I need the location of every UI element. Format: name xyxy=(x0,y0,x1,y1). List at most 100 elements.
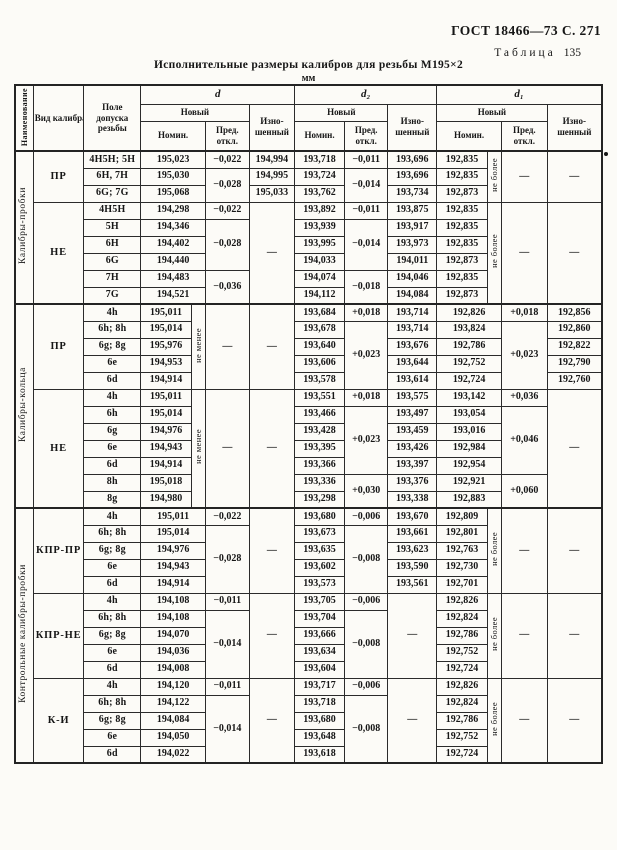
value-cell: — xyxy=(248,388,296,509)
section-label: Калибры-пробки xyxy=(14,150,34,305)
column-header-nominal-d2: Номин. xyxy=(294,120,345,152)
tolerance-zone-cell: 8h xyxy=(83,473,142,492)
table-row: НЕ 4H5H 194,298 −0,022—193,892 −0,011 193,875… xyxy=(15,201,603,305)
value-cell: 193,459 xyxy=(387,422,438,441)
column-header-deviation-d1: Пред. откл. xyxy=(501,120,548,152)
column-header-tolerance: Поле допуска резьбы xyxy=(83,84,142,152)
tolerance-zone-cell: 7G xyxy=(83,286,142,305)
value-cell: 193,561 xyxy=(387,575,438,594)
gost-standard-number: ГОСТ 18466—73 С. 271 xyxy=(451,23,601,38)
table-row: 8h 195,018 193,336 +0,030 193,376 192,921 +0,0… xyxy=(15,473,602,509)
value-cell: 193,875 xyxy=(387,201,438,220)
tolerance-zone-cell: 6d xyxy=(83,456,142,475)
value-cell: 192,954 xyxy=(436,456,502,475)
value-cell: −0,011 xyxy=(205,592,250,611)
value-cell: 192,724 xyxy=(436,371,502,390)
column-header-name-text: Наименование xyxy=(19,87,29,146)
value-cell: 193,718 xyxy=(294,694,345,713)
tolerance-zone-cell: 6e xyxy=(83,643,142,662)
value-cell: +0,023 xyxy=(343,320,389,390)
value-cell: −0,022 xyxy=(205,150,250,169)
column-header-nominal-d1: Номин. xyxy=(436,120,502,152)
value-cell: −0,028 xyxy=(205,167,250,203)
value-cell: 195,014 xyxy=(140,524,207,543)
value-cell: −0,014 xyxy=(205,609,250,679)
column-header-worn-d1: Изно­шенный xyxy=(546,103,603,152)
value-cell: 193,573 xyxy=(294,575,345,594)
value-cell: 192,824 xyxy=(436,609,488,628)
value-cell: +0,018 xyxy=(343,388,389,407)
value-cell: 193,606 xyxy=(294,354,345,373)
value-cell: — xyxy=(501,677,548,764)
value-cell: 193,718 xyxy=(294,150,345,169)
value-cell: 192,873 xyxy=(436,252,488,271)
value-cell: 195,011 xyxy=(140,507,207,526)
value-cell: 192,786 xyxy=(436,626,488,645)
value-cell: 192,763 xyxy=(436,541,488,560)
table-caption: Таблица 135 xyxy=(494,47,581,59)
value-cell: 195,018 xyxy=(140,473,192,492)
tolerance-zone-cell: 6H, 7H xyxy=(83,167,142,186)
value-cell: 192,752 xyxy=(436,643,488,662)
tolerance-zone-cell: 6h; 8h xyxy=(83,320,142,339)
value-cell: 194,036 xyxy=(140,643,207,662)
value-cell: 193,640 xyxy=(294,337,345,356)
value-cell: 193,939 xyxy=(294,218,345,237)
value-cell: 193,618 xyxy=(294,745,345,764)
value-cell: 193,666 xyxy=(294,626,345,645)
tolerance-zone-cell: 4h xyxy=(83,592,142,611)
tolerance-zone-cell: 6G; 7G xyxy=(83,184,142,203)
tolerance-zone-cell: 6h; 8h xyxy=(83,609,142,628)
column-header-deviation-d2: Пред. откл. xyxy=(343,120,389,152)
table-row: 6e 194,036 193,634 192,752 xyxy=(15,643,602,662)
value-cell: — xyxy=(205,303,250,390)
tolerance-zone-cell: 6e xyxy=(83,728,142,747)
value-cell: — xyxy=(248,303,296,390)
value-cell: 194,483 xyxy=(140,269,207,288)
table-row: 6d 194,914 193,573 193,561 192,701 xyxy=(15,575,602,594)
value-cell: 193,635 xyxy=(294,541,345,560)
value-cell: 192,730 xyxy=(436,558,488,577)
value-cell: 192,822 xyxy=(546,337,603,356)
value-cell: 193,734 xyxy=(387,184,438,203)
value-cell: 194,011 xyxy=(387,252,438,271)
value-cell: 193,551 xyxy=(294,388,345,407)
value-cell: 193,426 xyxy=(387,439,438,458)
gauge-kind-cell: ПР xyxy=(32,303,85,390)
value-cell: 193,696 xyxy=(387,167,438,186)
value-cell: 193,623 xyxy=(387,541,438,560)
value-cell: 194,112 xyxy=(294,286,345,305)
value-cell: — xyxy=(501,507,548,594)
value-cell: — xyxy=(501,592,548,679)
tolerance-zone-cell: 6d xyxy=(83,745,142,764)
value-cell: 193,704 xyxy=(294,609,345,628)
value-cell: 193,892 xyxy=(294,201,345,220)
value-cell: 194,122 xyxy=(140,694,207,713)
table-row: 6d 194,008 193,604 192,724 xyxy=(15,660,602,679)
value-cell: 193,717 xyxy=(294,677,345,696)
limit-note: не менее xyxy=(190,303,207,390)
value-cell: −0,018 xyxy=(343,269,389,305)
column-group-d2: d₂ xyxy=(294,84,438,105)
value-cell: 194,008 xyxy=(140,660,207,679)
value-cell: — xyxy=(248,677,296,764)
tolerance-zone-cell: 4h xyxy=(83,388,142,407)
value-cell: 192,786 xyxy=(436,711,488,730)
column-header-worn-d2: Изно­шенный xyxy=(387,103,438,152)
value-cell: 193,995 xyxy=(294,235,345,254)
limit-note-text: не более xyxy=(488,234,499,268)
value-cell: 195,023 xyxy=(140,150,207,169)
value-cell: 193,614 xyxy=(387,371,438,390)
tolerance-zone-cell: 6g; 8g xyxy=(83,337,142,356)
value-cell: 193,428 xyxy=(294,422,345,441)
table-row: 6H, 7H 195,030 −0,028 194,995 193,724 −0,014 1… xyxy=(15,167,602,203)
table-row: 6e 194,943 193,395 193,426 192,984 xyxy=(15,439,602,458)
limit-note-text: не более xyxy=(488,616,499,651)
value-cell: −0,036 xyxy=(205,269,250,305)
value-cell: 192,835 xyxy=(436,235,488,254)
page-title: Исполнительные размеры калибров для резь… xyxy=(154,59,463,71)
value-cell: 192,873 xyxy=(436,184,488,203)
value-cell: +0,018 xyxy=(501,303,548,322)
value-cell: −0,014 xyxy=(205,694,250,764)
value-cell: 194,033 xyxy=(294,252,345,271)
